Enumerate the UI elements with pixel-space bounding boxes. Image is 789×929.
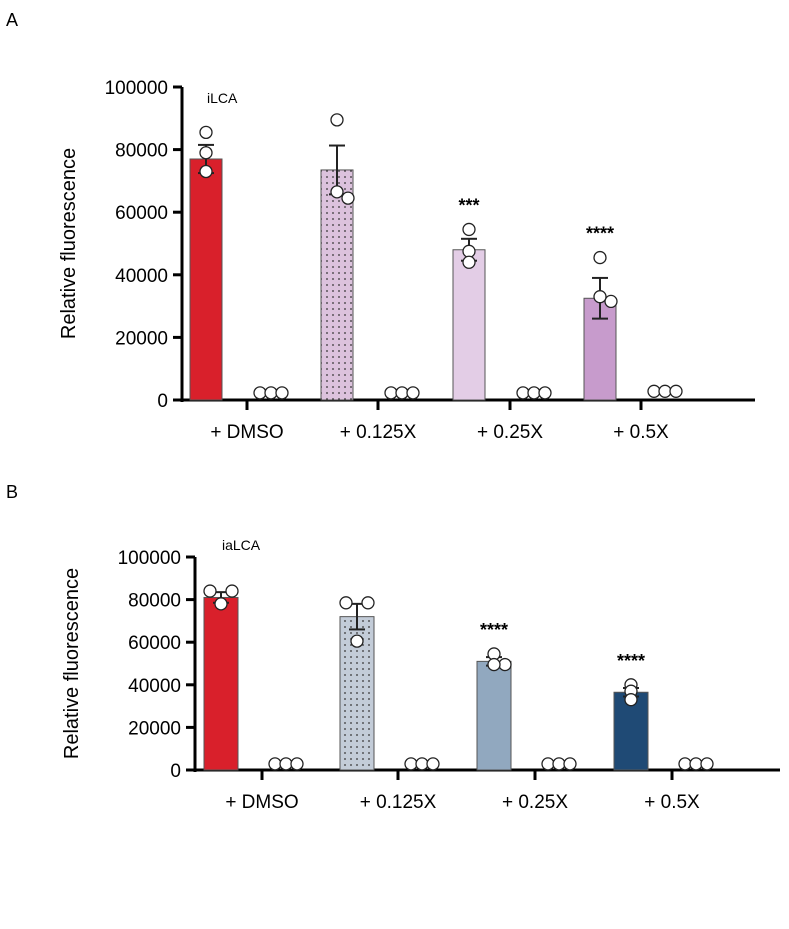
control-point [404,757,418,771]
x-tick-label: + DMSO [225,792,298,813]
chart-title: iaLCA [222,537,261,553]
data-point [214,597,228,611]
control-point [563,757,577,771]
x-tick-label: + 0.125X [340,422,417,443]
y-tick-label: 60000 [115,203,168,224]
data-point [361,596,375,610]
data-point [339,596,353,610]
significance-label: **** [480,620,508,640]
data-point [462,255,476,269]
y-tick-label: 100000 [105,78,168,99]
control-point [669,384,683,398]
y-tick-label: 80000 [115,141,168,162]
y-axis-label: Relative fluorescence [61,568,83,759]
control-point [541,757,555,771]
bar [452,249,486,401]
data-point [199,164,213,179]
control-point [415,757,429,771]
chart-title: iLCA [207,90,238,106]
data-point [624,693,638,707]
control-point [384,386,398,400]
control-point [426,757,440,771]
control-point [275,386,289,400]
y-tick-label: 20000 [128,718,181,739]
x-tick-label: + DMSO [210,422,283,443]
significance-label: **** [586,224,614,244]
data-point [330,185,344,199]
x-tick-label: + 0.25X [502,792,568,813]
control-point [678,757,692,771]
control-point [700,757,714,771]
y-tick-label: 80000 [128,591,181,612]
data-point [350,634,364,648]
bar [476,660,512,771]
data-point [330,113,344,127]
panel-label: B [6,482,18,502]
x-tick-label: + 0.125X [360,792,437,813]
control-point [527,386,541,400]
data-point [462,222,476,237]
panel-label: A [6,10,18,30]
significance-label: **** [617,651,645,671]
data-point [203,584,217,598]
x-tick-label: + 0.5X [644,792,700,813]
control-point [516,386,530,400]
data-point [593,250,607,265]
control-point [395,386,409,400]
y-tick-label: 40000 [115,266,168,287]
data-point [199,146,213,160]
control-point [658,384,672,398]
significance-label: *** [458,195,479,215]
y-tick-label: 20000 [115,328,168,349]
bar [203,596,239,771]
data-point [199,125,213,140]
data-point [604,294,618,309]
y-tick-label: 60000 [128,633,181,654]
data-point [462,244,476,258]
data-point [225,584,239,598]
y-tick-label: 0 [157,391,168,412]
bar [189,158,223,401]
control-point [279,757,293,771]
control-point [253,386,267,400]
data-point [341,191,355,205]
y-axis-label: Relative fluorescence [58,148,80,339]
y-tick-label: 0 [170,761,181,782]
control-point [264,386,278,400]
data-point [487,657,501,672]
y-tick-label: 40000 [128,676,181,697]
control-point [290,757,304,771]
control-point [647,384,661,398]
control-point [538,386,552,400]
control-point [689,757,703,771]
data-point [593,290,607,304]
x-tick-label: + 0.5X [613,422,669,443]
y-tick-label: 100000 [118,548,181,569]
control-point [268,757,282,771]
x-tick-label: + 0.25X [477,422,543,443]
data-point [498,657,512,672]
control-point [406,386,420,400]
control-point [552,757,566,771]
bar-pattern [321,169,353,400]
